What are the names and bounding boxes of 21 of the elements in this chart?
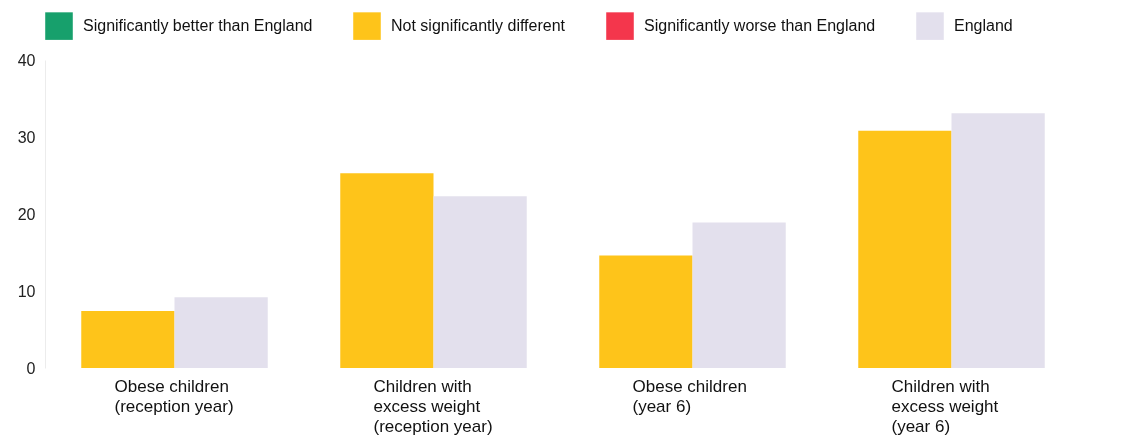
x-tick-label: Obese children (year 6)	[632, 376, 747, 416]
bar	[340, 173, 434, 368]
bar	[858, 130, 952, 368]
bar	[692, 222, 786, 368]
bar	[599, 255, 693, 368]
y-tick-label: 30	[17, 128, 36, 146]
bar	[951, 113, 1045, 368]
bar	[433, 196, 527, 368]
x-tick-label: Children with excess weight (year 6)	[891, 376, 999, 436]
y-tick-label: 0	[26, 359, 36, 377]
y-tick-label: 10	[17, 282, 36, 300]
x-tick-label: Children with excess weight (reception year)	[373, 376, 493, 436]
legend-label: Significantly worse than England	[644, 17, 876, 35]
legend-label: Significantly better than England	[83, 17, 313, 35]
y-tick-label: 40	[17, 51, 36, 69]
bar	[174, 297, 268, 368]
x-tick-label: Obese children (reception year)	[114, 376, 234, 416]
legend-label: England	[954, 17, 1013, 35]
bar	[81, 311, 175, 368]
y-tick-label: 20	[17, 205, 36, 223]
legend-label: Not significantly different	[391, 17, 566, 35]
